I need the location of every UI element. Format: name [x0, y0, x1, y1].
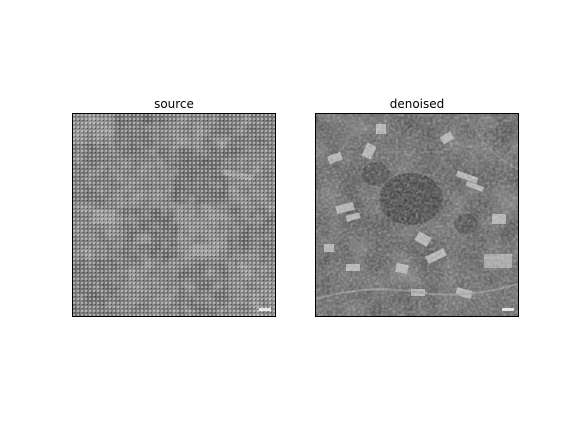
source-title: source — [154, 97, 194, 111]
denoised-title: denoised — [389, 97, 445, 111]
denoised-panel: denoised — [315, 95, 519, 317]
source-image — [72, 113, 276, 317]
denoised-image — [315, 113, 519, 317]
source-panel: source — [72, 95, 276, 317]
